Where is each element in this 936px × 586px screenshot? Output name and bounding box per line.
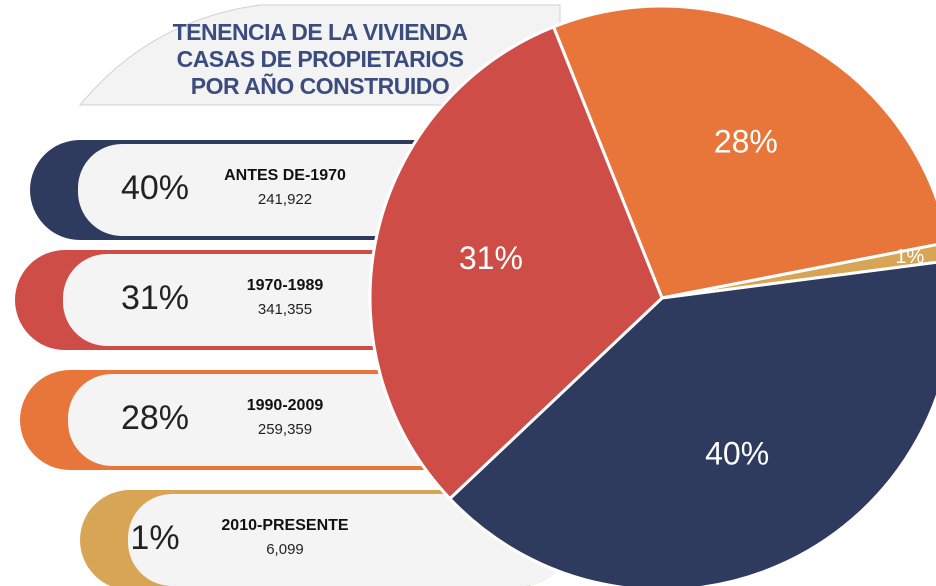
- legend-count: 241,922: [258, 191, 312, 208]
- legend-percent: 28%: [121, 399, 189, 437]
- legend-count: 341,355: [258, 301, 312, 318]
- slice-label: 31%: [459, 240, 523, 276]
- legend-percent: 40%: [121, 169, 189, 207]
- slice-label: 40%: [705, 436, 769, 472]
- slice-label: 28%: [714, 124, 778, 160]
- legend-panel: [128, 494, 568, 586]
- pie-slice: [368, 24, 664, 501]
- title-panel: [78, 4, 561, 106]
- slice-label: 1%: [895, 246, 924, 268]
- legend-category: 1990-2009: [247, 397, 324, 414]
- pie-slice: [551, 4, 936, 300]
- legend-category: ANTES DE-1970: [224, 167, 346, 184]
- title-line: POR AÑO CONSTRUIDO: [191, 72, 450, 99]
- legend-category: 2010-PRESENTE: [221, 517, 348, 534]
- legend-count: 259,359: [258, 421, 312, 438]
- title-line: TENENCIA DE LA VIVIENDA: [173, 19, 468, 45]
- legend-count: 6,099: [266, 541, 304, 558]
- legend-category: 1970-1989: [247, 277, 324, 294]
- pie-slice: [661, 243, 936, 300]
- legend-percent: 31%: [121, 279, 189, 317]
- pie: 28% 1% 40% 31%: [368, 4, 936, 586]
- title-line: CASAS DE PROPIETARIOS: [177, 46, 464, 72]
- legend-percent: 1%: [130, 519, 179, 557]
- pie-slice: [447, 260, 936, 586]
